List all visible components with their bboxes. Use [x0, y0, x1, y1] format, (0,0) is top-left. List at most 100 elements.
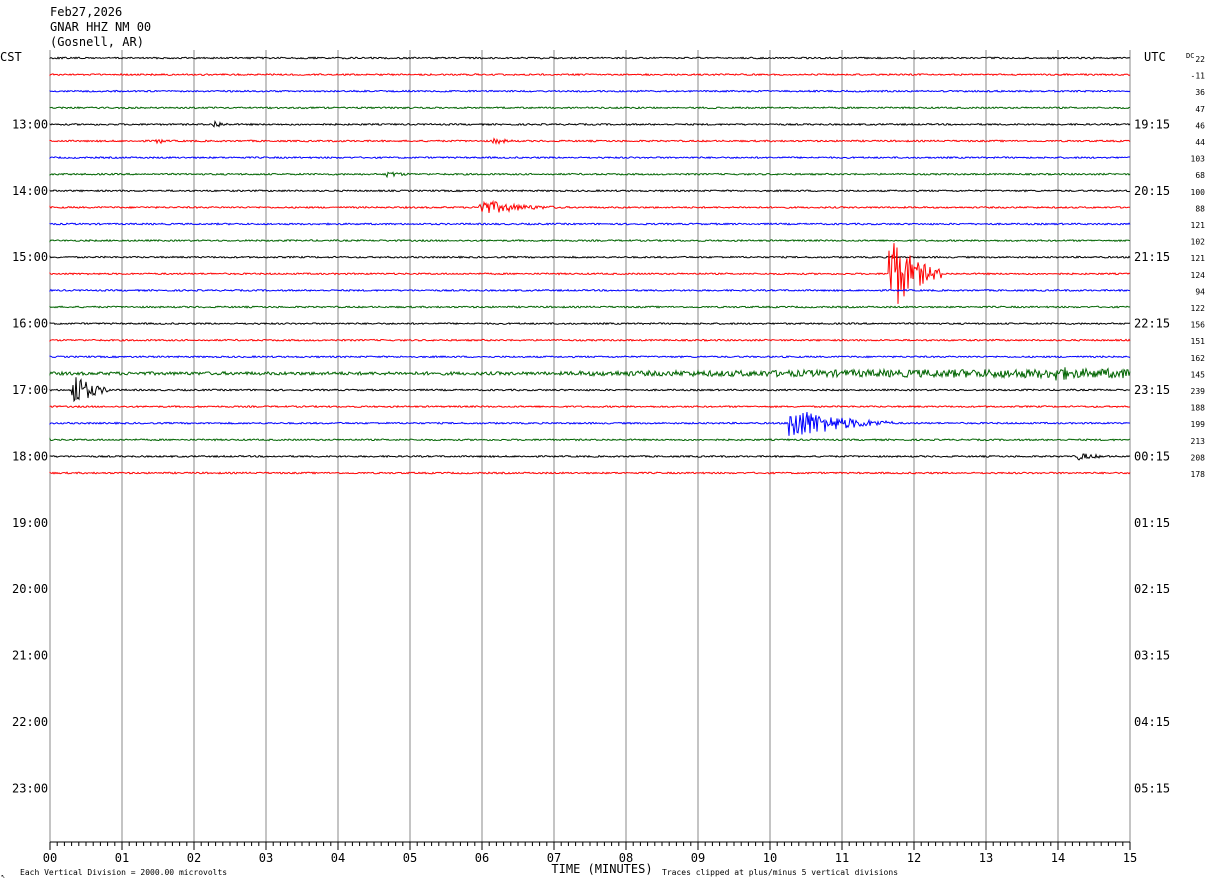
left-hour-label: 23:00: [12, 781, 48, 795]
right-hour-label: 20:15: [1134, 184, 1170, 198]
trace-row-0: [49, 56, 1131, 60]
header-date: Feb27,2026: [50, 5, 122, 19]
dc-offset-value: 199: [1191, 420, 1206, 429]
trace-row-18: [49, 355, 1131, 359]
dc-offset-value: 46: [1195, 121, 1205, 130]
x-tick-label: 09: [691, 851, 705, 865]
trace-row-15: [49, 305, 1131, 309]
x-tick-label: 00: [43, 851, 57, 865]
trace-row-12: [49, 255, 1131, 259]
left-hour-label: 22:00: [12, 715, 48, 729]
x-tick-label: 05: [403, 851, 417, 865]
dc-offset-value: 156: [1191, 321, 1206, 330]
trace-row-21: [49, 404, 1131, 409]
right-hour-label: 01:15: [1134, 516, 1170, 530]
dc-offset-value: 121: [1191, 221, 1206, 230]
x-tick-label: 03: [259, 851, 273, 865]
dc-offset-value: -11: [1191, 72, 1206, 81]
trace-row-9: [49, 199, 1131, 213]
right-hour-label: 22:15: [1134, 317, 1170, 331]
seismic-traces: [49, 56, 1131, 475]
trace-row-8: [49, 189, 1131, 193]
right-hour-label: 00:15: [1134, 449, 1170, 463]
left-hour-label: 18:00: [12, 449, 48, 463]
left-hour-label: 21:00: [12, 649, 48, 663]
dc-offset-value: 88: [1195, 204, 1205, 213]
trace-row-13: [49, 243, 1131, 304]
dc-offset-value: 102: [1191, 238, 1206, 247]
dc-offset-value: 47: [1195, 105, 1205, 114]
x-axis-title: TIME (MINUTES): [551, 862, 652, 876]
dc-offset-value: 208: [1191, 453, 1206, 462]
x-axis: 00 01 02 03 04 05 06 07 08 09 10 11 12 13 14 15: [43, 841, 1137, 865]
trace-row-7: [49, 171, 1131, 179]
x-tick-label: 10: [763, 851, 777, 865]
dc-offset-labels: 22 -11 36 47 46 44 103 68 100 88 121 102 121 124 94 122…: [1191, 55, 1206, 479]
left-hour-label: 15:00: [12, 250, 48, 264]
right-hour-label: 21:15: [1134, 250, 1170, 264]
trace-row-16: [49, 322, 1131, 326]
left-hour-label: 14:00: [12, 184, 48, 198]
dc-offset-value: 103: [1191, 155, 1206, 164]
x-tick-label: 14: [1051, 851, 1065, 865]
trace-row-1: [49, 72, 1131, 77]
trace-row-10: [49, 222, 1131, 226]
x-tick-label: 08: [619, 851, 633, 865]
left-hour-labels: 13:00 14:00 15:00 16:00 17:00 18:00 19:00 20:00…: [12, 117, 48, 795]
x-tick-label: 11: [835, 851, 849, 865]
dc-offset-value: 213: [1191, 437, 1206, 446]
x-tick-label: 13: [979, 851, 993, 865]
dc-offset-value: 151: [1191, 337, 1206, 346]
dc-offset-value: 145: [1191, 370, 1206, 379]
trace-row-4: [49, 120, 1131, 128]
header-location: (Gosnell, AR): [50, 35, 144, 49]
trace-row-23: [49, 437, 1131, 442]
dc-offset-value: 239: [1191, 387, 1206, 396]
trace-row-14: [49, 288, 1131, 293]
dc-offset-value: 36: [1195, 88, 1205, 97]
right-hour-label: 04:15: [1134, 715, 1170, 729]
dc-offset-value: 178: [1191, 470, 1206, 479]
left-hour-label: 16:00: [12, 317, 48, 331]
left-hour-label: 17:00: [12, 383, 48, 397]
clip-note: Traces clipped at plus/minus 5 vertical …: [662, 868, 898, 877]
trace-row-20: [49, 377, 1131, 403]
corner-mark: ↖: [1, 872, 5, 880]
trace-row-25: [49, 471, 1131, 475]
x-tick-label: 15: [1123, 851, 1137, 865]
right-timezone-label: UTC: [1144, 50, 1166, 64]
trace-row-5: [49, 137, 1131, 146]
right-hour-label: 05:15: [1134, 781, 1170, 795]
right-hour-labels: 19:15 20:15 21:15 22:15 23:15 00:15 01:15 02:15…: [1134, 117, 1170, 795]
x-tick-label: 12: [907, 851, 921, 865]
x-tick-label: 01: [115, 851, 129, 865]
scale-note: Each Vertical Division = 2000.00 microvo…: [20, 868, 227, 877]
trace-row-19: [49, 367, 1131, 381]
trace-row-17: [49, 338, 1131, 343]
trace-row-3: [49, 106, 1131, 110]
x-tick-label: 07: [547, 851, 561, 865]
left-hour-label: 20:00: [12, 582, 48, 596]
dc-offset-value: 68: [1195, 171, 1205, 180]
right-hour-label: 02:15: [1134, 582, 1170, 596]
dc-offset-value: 94: [1195, 287, 1205, 296]
trace-row-2: [49, 89, 1131, 93]
header-station: GNAR HHZ NM 00: [50, 20, 151, 34]
dc-offset-value: 22: [1195, 55, 1205, 64]
trace-row-24: [49, 453, 1131, 461]
dc-label: DC: [1186, 52, 1194, 60]
dc-offset-value: 162: [1191, 354, 1206, 363]
x-tick-label: 04: [331, 851, 345, 865]
x-tick-label: 06: [475, 851, 489, 865]
right-hour-label: 23:15: [1134, 383, 1170, 397]
dc-offset-value: 122: [1191, 304, 1206, 313]
dc-offset-value: 124: [1191, 271, 1206, 280]
dc-offset-value: 121: [1191, 254, 1206, 263]
trace-row-6: [49, 155, 1131, 160]
dc-offset-value: 44: [1195, 138, 1205, 147]
right-hour-label: 19:15: [1134, 117, 1170, 131]
x-tick-label: 02: [187, 851, 201, 865]
dc-offset-value: 100: [1191, 188, 1206, 197]
minute-grid: [49, 50, 1131, 842]
right-hour-label: 03:15: [1134, 649, 1170, 663]
